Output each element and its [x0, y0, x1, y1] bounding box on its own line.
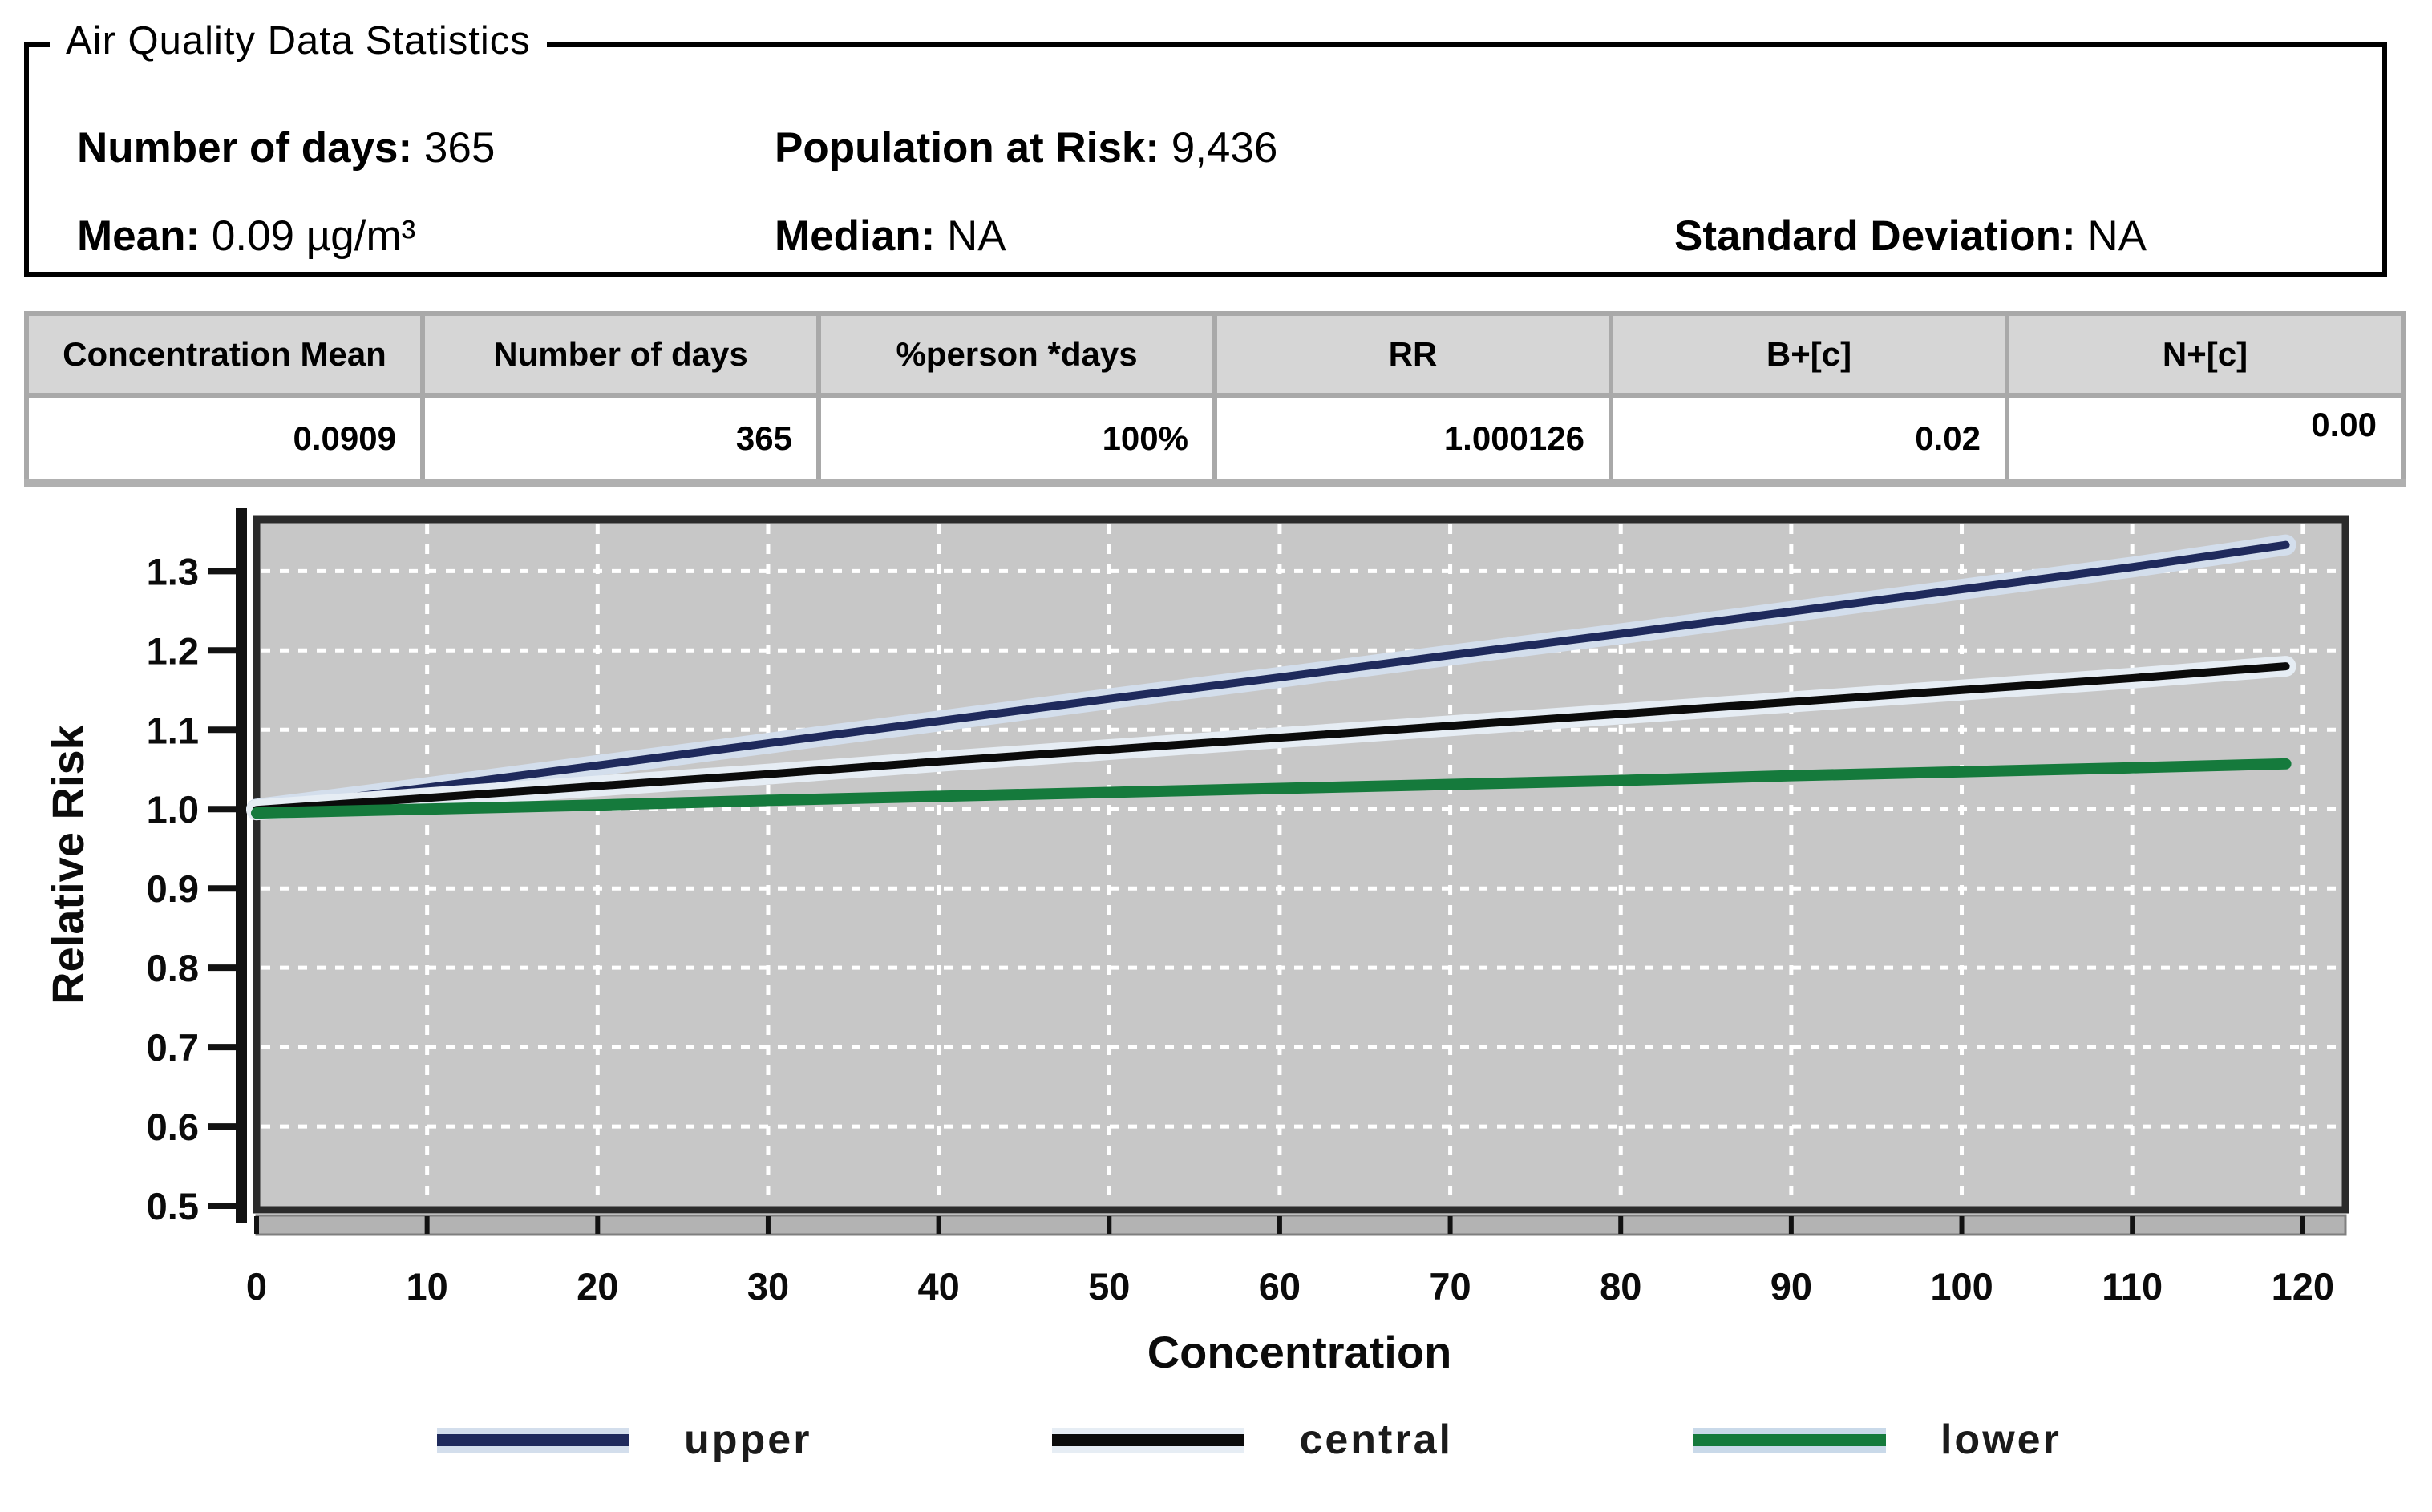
x-tick-label: 60: [1259, 1265, 1301, 1308]
series-upper-line: [253, 540, 2290, 814]
stat-median: Median: NA: [775, 212, 1006, 261]
legend-label-upper: upper: [684, 1417, 812, 1463]
stat-number-of-days-value: 365: [423, 124, 496, 172]
cell-number-of-days: 365: [420, 393, 821, 486]
table-row: 0.0909 365 100% 1.000126 0.02 0.00: [24, 393, 2406, 486]
x-tick-label: 40: [917, 1265, 959, 1308]
y-tick-label: 0.5: [147, 1185, 199, 1227]
cell-percent-person-days: 100%: [816, 393, 1217, 486]
x-axis-bar: [255, 1214, 2347, 1236]
stat-standard-deviation-value: NA: [2087, 212, 2147, 260]
y-tick-label: 1.0: [147, 788, 199, 831]
series-lower-line: [251, 758, 2292, 819]
x-tick-label: 100: [1930, 1265, 1993, 1308]
stat-standard-deviation: Standard Deviation: NA: [1674, 212, 2147, 261]
stat-mean: Mean: 0.09 µg/m³: [77, 212, 415, 261]
col-header-rr: RR: [1212, 311, 1613, 398]
x-tick-label: 70: [1429, 1265, 1471, 1308]
legend-item-lower: lower: [1693, 1416, 2062, 1464]
relative-risk-chart: 1.3 1.2 1.1 1.0 0.9 0.8 0.7 0.6 0.5 0 10 20 30 40 50 60…: [42, 508, 2349, 1377]
x-tick-label: 0: [246, 1265, 267, 1308]
stat-number-of-days: Number of days: 365: [77, 123, 495, 172]
x-tick-label: 120: [2272, 1265, 2334, 1308]
legend-label-lower: lower: [1940, 1417, 2062, 1463]
col-header-concentration-mean: Concentration Mean: [24, 311, 425, 398]
x-tick-label: 110: [2102, 1265, 2163, 1308]
x-tick-label: 30: [747, 1265, 789, 1308]
plot-area: [253, 515, 2349, 1214]
stat-population-at-risk-label: Population at Risk:: [775, 124, 1159, 172]
stat-standard-deviation-label: Standard Deviation:: [1674, 212, 2076, 260]
y-tick-label: 0.7: [147, 1026, 199, 1069]
x-tick-label: 20: [577, 1265, 618, 1308]
panel-title: Air Quality Data Statistics: [50, 18, 547, 63]
y-axis-title: Relative Risk: [42, 724, 93, 1004]
stat-population-at-risk-value: 9,436: [1171, 124, 1278, 172]
y-axis-spine: [236, 508, 247, 1223]
stat-number-of-days-label: Number of days:: [77, 124, 413, 172]
legend-item-central: central: [1052, 1416, 1453, 1464]
stat-mean-label: Mean:: [77, 212, 200, 260]
cell-b-plus-c: 0.02: [1609, 393, 2009, 486]
legend-swatch-lower: [1693, 1433, 1886, 1446]
col-header-percent-person-days: %person *days: [816, 311, 1217, 398]
cell-concentration-mean: 0.0909: [24, 393, 425, 486]
y-tick-label: 1.2: [147, 629, 199, 672]
stat-mean-value: 0.09 µg/m³: [211, 212, 416, 260]
x-axis-title: Concentration: [1147, 1327, 1452, 1377]
cell-rr: 1.000126: [1212, 393, 1613, 486]
y-tick-label: 1.3: [147, 550, 199, 592]
col-header-b-plus-c: B+[c]: [1609, 311, 2009, 398]
legend-swatch-upper: [437, 1433, 629, 1446]
col-header-number-of-days: Number of days: [420, 311, 821, 398]
x-tick-label: 90: [1770, 1265, 1812, 1308]
cell-n-plus-c: 0.00: [2005, 393, 2406, 486]
stat-median-value: NA: [946, 212, 1006, 260]
air-quality-stats-panel: Air Quality Data Statistics Number of da…: [24, 18, 2387, 277]
y-tick-label: 1.1: [147, 709, 199, 751]
x-tick-label: 10: [407, 1265, 448, 1308]
legend-swatch-central: [1052, 1433, 1245, 1446]
stat-median-label: Median:: [775, 212, 936, 260]
x-tick-label: 80: [1600, 1265, 1641, 1308]
stat-population-at-risk: Population at Risk: 9,436: [775, 123, 1277, 172]
legend-item-upper: upper: [437, 1416, 811, 1464]
col-header-n-plus-c: N+[c]: [2005, 311, 2406, 398]
y-tick-label: 0.8: [147, 947, 199, 989]
table-header-row: Concentration Mean Number of days %perso…: [24, 311, 2406, 398]
legend-label-central: central: [1299, 1417, 1453, 1463]
concentration-summary-table: Concentration Mean Number of days %perso…: [24, 311, 2406, 487]
y-tick-label: 0.9: [147, 867, 199, 910]
series-central-line: [253, 662, 2290, 815]
chart-legend: upper central lower: [0, 1416, 2432, 1464]
x-tick-label: 50: [1088, 1265, 1130, 1308]
y-tick-label: 0.6: [147, 1106, 199, 1148]
